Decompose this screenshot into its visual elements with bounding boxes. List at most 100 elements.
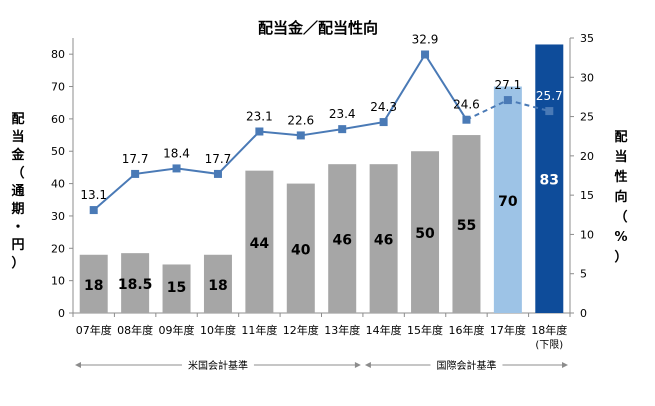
y2label-char-3: 向: [614, 189, 627, 205]
x-axis-labels: 07年度 08年度 09年度 10年度 11年度 12年度 13年度 14年度 15年度 16年度…: [76, 323, 568, 351]
payout-label-5: 22.6: [287, 113, 314, 127]
standard-arrow-left-0: [75, 362, 81, 368]
bar-10: [493, 86, 522, 313]
y-axis-titles: 配当金（通期・円）配当性向（%）: [10, 112, 627, 271]
y2label-char-4: （: [614, 209, 627, 225]
ylabel-char-2: 金: [10, 147, 25, 163]
chart-title: 配当金／配当性向: [258, 19, 378, 37]
x-label-1: 08年度: [117, 323, 153, 337]
bar-6: [328, 164, 357, 313]
right-tick-label-0: 0: [580, 307, 587, 320]
bar-value-label-10: 70: [498, 194, 518, 210]
payout-label-8: 32.9: [412, 33, 439, 47]
x-label-3: 10年度: [200, 323, 236, 337]
payout-label-11: 25.7: [536, 89, 563, 103]
bar-7: [369, 164, 398, 313]
payout-point-5: [296, 131, 305, 140]
x-label-4: 11年度: [241, 323, 277, 337]
ylabel-char-8: ）: [11, 255, 24, 271]
payout-label-6: 23.4: [329, 107, 356, 121]
bar-value-label-4: 44: [250, 236, 270, 252]
ylabel-char-0: 配: [11, 112, 24, 127]
x-label-2: 09年度: [159, 323, 195, 337]
payout-point-10: [503, 96, 512, 105]
x-label-5: 12年度: [283, 323, 319, 337]
payout-point-6: [338, 125, 347, 134]
left-tick-label-7: 70: [51, 81, 65, 94]
bar-value-label-1: 18.5: [118, 277, 153, 293]
y2label-char-1: 当: [614, 149, 627, 165]
x-label-11: 18年度: [531, 323, 567, 337]
x-label-0: 07年度: [76, 323, 112, 337]
payout-label-4: 23.1: [246, 110, 273, 124]
left-tick-label-6: 60: [51, 113, 65, 126]
bar-9: [452, 135, 481, 313]
payout-label-0: 13.1: [80, 188, 107, 202]
x-label-note: (下限): [535, 339, 563, 351]
payout-label-2: 18.4: [163, 146, 190, 160]
x-label-6: 13年度: [324, 323, 360, 337]
payout-point-2: [172, 164, 181, 173]
payout-point-0: [89, 206, 98, 215]
x-label-9: 16年度: [448, 323, 484, 337]
right-tick-label-6: 30: [580, 71, 594, 84]
bar-value-label-3: 18: [208, 278, 227, 294]
standard-label-0: 米国会計基準: [188, 359, 248, 372]
bar-3: [203, 254, 232, 313]
payout-point-11: [545, 107, 554, 116]
ylabel-char-4: 通: [11, 183, 24, 199]
ylabel-char-1: 当: [11, 129, 24, 145]
left-tick-label-3: 30: [51, 210, 65, 223]
bar-4: [245, 170, 274, 313]
ylabel-char-3: （: [11, 165, 24, 181]
payout-point-7: [379, 118, 388, 127]
bar-value-label-5: 40: [291, 242, 311, 258]
y2label-char-6: ）: [614, 249, 627, 265]
bar-11: [535, 44, 564, 314]
right-tick-label-3: 15: [580, 189, 594, 202]
standard-arrow-right-0: [354, 362, 361, 368]
left-tick-label-1: 10: [51, 275, 65, 288]
left-tick-label-5: 50: [51, 145, 65, 158]
y2label-char-5: %: [614, 230, 627, 245]
x-label-10: 17年度: [490, 323, 526, 337]
right-tick-label-1: 5: [580, 268, 587, 281]
bar-0: [79, 254, 108, 313]
chart-axes: 0 10 20 30 40 50 60 70 80 0 5 10 15 20 25 30 35: [51, 32, 594, 320]
bar-value-label-6: 46: [332, 233, 351, 249]
ylabel-char-6: ・: [11, 220, 24, 235]
standard-arrow-right-1: [562, 362, 568, 368]
right-tick-label-7: 35: [580, 32, 594, 45]
right-tick-label-2: 10: [580, 228, 594, 241]
y2label-char-0: 配: [614, 130, 627, 145]
left-tick-label-2: 20: [51, 242, 65, 255]
right-tick-label-4: 20: [580, 150, 594, 163]
payout-ratio-series: 13.1 17.7 18.4 17.7 23.1 22.6 23.4 24.3 32.9 24.6…: [80, 33, 563, 215]
accounting-standards: 米国会計基準 国際会計基準: [75, 359, 568, 372]
payout-label-7: 24.3: [370, 100, 397, 114]
ylabel-char-5: 期: [11, 202, 24, 217]
left-tick-label-4: 40: [51, 178, 65, 191]
x-label-7: 14年度: [366, 323, 402, 337]
payout-line-solid: [93, 52, 468, 211]
bar-5: [286, 183, 315, 313]
payout-point-3: [213, 169, 222, 178]
bar-value-label-8: 50: [415, 226, 435, 242]
bar-value-label-0: 18: [84, 278, 103, 294]
bar-value-label-2: 15: [167, 280, 186, 296]
x-label-8: 15年度: [407, 323, 443, 337]
bar-series: 18 18.5 15 18 44 40 46 46 50 55 70 83: [79, 44, 564, 314]
left-tick-label-0: 0: [58, 307, 65, 320]
payout-label-1: 17.7: [122, 152, 149, 166]
right-tick-label-5: 25: [580, 111, 594, 124]
payout-point-4: [255, 127, 264, 136]
bar-value-label-9: 55: [457, 218, 476, 234]
bar-value-label-11: 83: [540, 173, 559, 189]
left-tick-label-8: 80: [51, 48, 65, 61]
y2label-char-2: 性: [614, 169, 627, 185]
standard-label-1: 国際会計基準: [436, 359, 496, 372]
payout-label-3: 17.7: [205, 152, 232, 166]
bar-value-label-7: 46: [374, 233, 393, 249]
bar-2: [162, 264, 191, 313]
